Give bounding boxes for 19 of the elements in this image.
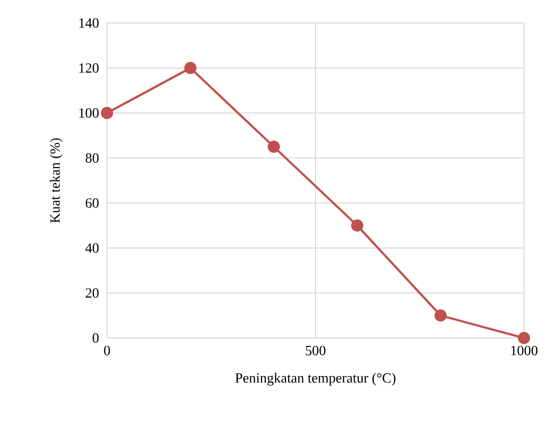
y-tick-label: 60 <box>86 198 99 208</box>
point <box>351 219 364 232</box>
point <box>434 309 447 322</box>
point <box>268 140 280 153</box>
y-tick-label: 20 <box>86 288 99 298</box>
y-axis-title: Kuat tekan (%) <box>50 138 63 223</box>
y-tick-label: 100 <box>79 108 99 118</box>
point <box>184 62 196 74</box>
point <box>100 106 114 120</box>
y-tick-label: 120 <box>79 63 99 73</box>
y-tick-label: 140 <box>79 18 99 28</box>
x-tick-label: 1000 <box>511 346 538 356</box>
x-tick-label: 500 <box>306 346 326 356</box>
y-tick-label: 0 <box>92 333 99 343</box>
x-axis-title: Peningkatan temperatur (°C) <box>235 372 396 386</box>
y-tick-label: 80 <box>86 153 99 163</box>
x-tick-label: 0 <box>104 346 110 356</box>
y-tick-label: 40 <box>85 243 99 253</box>
point <box>518 332 530 344</box>
